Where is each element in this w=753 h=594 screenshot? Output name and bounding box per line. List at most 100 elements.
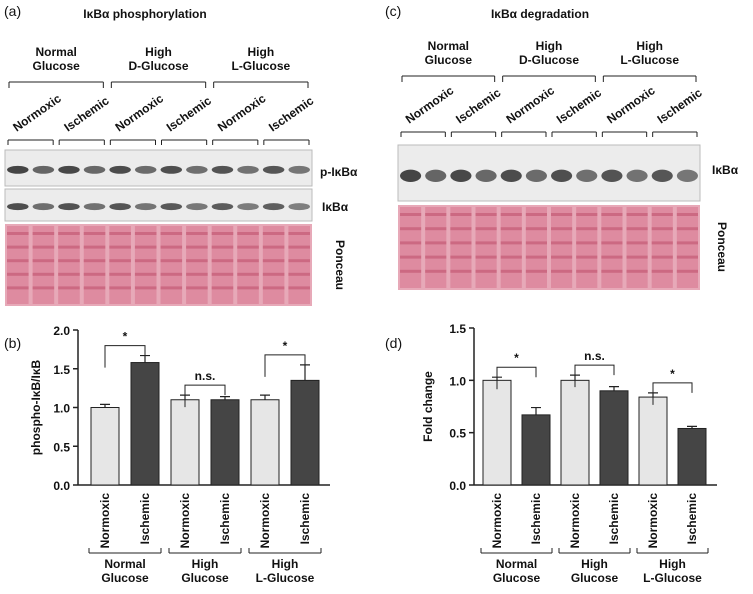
ponceau-band bbox=[576, 269, 598, 273]
ponceau-band bbox=[601, 255, 623, 259]
ponceau-band bbox=[288, 259, 310, 263]
ponceau-lane bbox=[32, 226, 55, 304]
ponceau-lane bbox=[134, 226, 157, 304]
panel-label: (d) bbox=[385, 335, 402, 351]
band bbox=[134, 165, 157, 174]
ponceau-band bbox=[237, 232, 259, 235]
ponceau-band bbox=[186, 286, 208, 290]
band bbox=[237, 203, 259, 211]
row-label: Ponceau bbox=[715, 222, 729, 272]
ponceau-band bbox=[601, 269, 623, 273]
ponceau-band bbox=[288, 286, 310, 290]
band bbox=[400, 169, 422, 182]
condition-label: Normoxic bbox=[215, 91, 269, 134]
band bbox=[58, 203, 80, 211]
band bbox=[576, 169, 598, 182]
y-axis-label: phospho-IκB/IκB bbox=[29, 359, 43, 455]
ponceau-band bbox=[425, 213, 447, 216]
significance-label: n.s. bbox=[195, 369, 216, 383]
band bbox=[601, 169, 623, 182]
bar bbox=[130, 362, 160, 486]
ponceau-band bbox=[500, 269, 522, 273]
ponceau-lane bbox=[475, 207, 497, 288]
ponceau-band bbox=[83, 232, 106, 235]
ponceau-band bbox=[576, 255, 598, 259]
blot-title: IκBα phosphorylation bbox=[83, 7, 206, 21]
ponceau-band bbox=[525, 213, 547, 216]
y-tick-label: 0.0 bbox=[53, 479, 70, 493]
group-label: Glucose bbox=[101, 571, 149, 585]
ponceau-band bbox=[32, 232, 55, 235]
error-bar bbox=[140, 354, 150, 363]
ponceau-band bbox=[676, 255, 698, 259]
ponceau-band bbox=[83, 272, 106, 276]
band bbox=[7, 165, 29, 174]
ponceau-band bbox=[475, 213, 497, 216]
ponceau-lane bbox=[500, 207, 522, 288]
ponceau-lane bbox=[400, 207, 422, 288]
ponceau-band bbox=[400, 269, 422, 273]
ponceau-band bbox=[134, 286, 157, 290]
ponceau-lane bbox=[525, 207, 547, 288]
ponceau-band bbox=[211, 272, 234, 276]
ponceau-band bbox=[160, 245, 183, 249]
ponceau-band bbox=[551, 213, 573, 216]
significance-bracket bbox=[104, 345, 146, 368]
group-label: Glucose bbox=[425, 53, 473, 67]
y-axis-label: Fold change bbox=[421, 371, 435, 442]
ponceau-band bbox=[109, 232, 131, 235]
condition-label: Ischemic bbox=[453, 85, 503, 126]
x-tick-label: Normoxic bbox=[178, 493, 192, 549]
ponceau-band bbox=[651, 255, 673, 259]
ponceau-band bbox=[450, 241, 472, 245]
ponceau-band bbox=[160, 259, 183, 263]
ponceau-band bbox=[475, 255, 497, 259]
ponceau-band bbox=[83, 286, 106, 290]
x-tick-label: Ischemic bbox=[529, 493, 543, 545]
ponceau-lane bbox=[83, 226, 106, 304]
ponceau-band bbox=[288, 245, 310, 249]
ponceau-band bbox=[576, 241, 598, 245]
group-label: Normal bbox=[496, 557, 537, 571]
ponceau-band bbox=[525, 269, 547, 273]
ponceau-band bbox=[186, 272, 208, 276]
ponceau-band bbox=[7, 245, 29, 249]
ponceau-band bbox=[500, 255, 522, 259]
panel-label: (a) bbox=[4, 3, 21, 19]
x-tick-label: Normoxic bbox=[568, 493, 582, 549]
ponceau-band bbox=[288, 272, 310, 276]
error-bar bbox=[260, 394, 270, 400]
ponceau-lane bbox=[262, 226, 285, 304]
ponceau-band bbox=[83, 245, 106, 249]
band bbox=[7, 203, 29, 211]
group-label: High bbox=[145, 45, 172, 59]
error-bar bbox=[609, 386, 619, 391]
ponceau-band bbox=[83, 259, 106, 263]
ponceau-band bbox=[58, 232, 80, 235]
ponceau-band bbox=[525, 241, 547, 245]
error-bar bbox=[300, 364, 310, 381]
ponceau-band bbox=[211, 259, 234, 263]
ponceau-lane bbox=[160, 226, 183, 304]
y-tick-label: 0.5 bbox=[449, 427, 466, 441]
ponceau-band bbox=[651, 227, 673, 231]
significance-bracket bbox=[652, 382, 693, 405]
x-tick-label: Ischemic bbox=[607, 493, 621, 545]
group-label: Normal bbox=[428, 39, 469, 53]
ponceau-band bbox=[450, 255, 472, 259]
ponceau-band bbox=[186, 259, 208, 263]
ponceau-band bbox=[32, 259, 55, 263]
ponceau-band bbox=[475, 241, 497, 245]
ponceau-lane bbox=[676, 207, 698, 288]
ponceau-band bbox=[160, 286, 183, 290]
ponceau-lane bbox=[186, 226, 208, 304]
panel-label: (c) bbox=[385, 3, 401, 19]
ponceau-band bbox=[626, 255, 648, 259]
ponceau-band bbox=[32, 245, 55, 249]
significance-label: * bbox=[514, 351, 519, 365]
group-label: High bbox=[636, 39, 663, 53]
bar bbox=[599, 390, 629, 486]
bar bbox=[210, 399, 240, 486]
band bbox=[58, 165, 80, 174]
